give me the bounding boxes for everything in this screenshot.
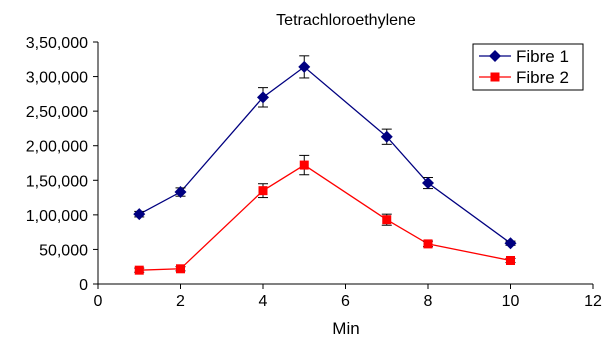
data-point: [176, 264, 185, 274]
data-point: [258, 186, 268, 196]
series-line: [139, 164, 511, 271]
legend-entry: Fibre 2: [479, 68, 569, 87]
data-point: [506, 255, 515, 265]
legend: Fibre 1 Fibre 2: [472, 43, 584, 91]
series-line: [138, 66, 511, 244]
legend-box: [472, 43, 584, 91]
x-tick-label: 8: [424, 293, 433, 310]
data-point: [174, 186, 187, 199]
y-tick-label: 2,50,000: [26, 104, 88, 121]
x-tick-label: 6: [341, 293, 350, 310]
x-axis-label: Min: [332, 319, 359, 338]
data-point: [380, 130, 393, 143]
data-point: [134, 265, 144, 275]
data-point: [257, 91, 269, 104]
y-tick-label: 1,50,000: [26, 173, 88, 190]
y-tick-label: 2,00,000: [26, 139, 88, 156]
y-tick-label: 1,00,000: [26, 208, 88, 225]
chart-title: Tetrachloroethylene: [276, 12, 416, 29]
y-tick-label: 3,00,000: [26, 70, 88, 87]
y-tick-label: 3,50,000: [26, 35, 88, 52]
data-point: [299, 160, 309, 170]
x-tick-label: 2: [176, 293, 185, 310]
series-1: [133, 55, 517, 250]
legend-marker: [489, 50, 501, 62]
legend-marker: [490, 72, 500, 82]
y-tick-label: 0: [79, 277, 88, 294]
data-point: [298, 60, 311, 73]
x-tick-label: 12: [584, 293, 602, 310]
data-point: [504, 237, 517, 250]
data-point: [422, 177, 434, 190]
x-tick-label: 4: [259, 293, 268, 310]
y-tick-label: 50,000: [39, 242, 88, 259]
x-tick-label: 10: [502, 293, 520, 310]
x-tick-label: 0: [94, 293, 103, 310]
legend-label: Fibre 1: [516, 47, 569, 66]
data-point: [423, 239, 433, 249]
legend-entry: Fibre 1: [479, 47, 569, 66]
legend-label: Fibre 2: [516, 68, 569, 87]
series-2: [134, 154, 516, 275]
data-point: [382, 215, 392, 225]
data-point: [133, 208, 146, 221]
